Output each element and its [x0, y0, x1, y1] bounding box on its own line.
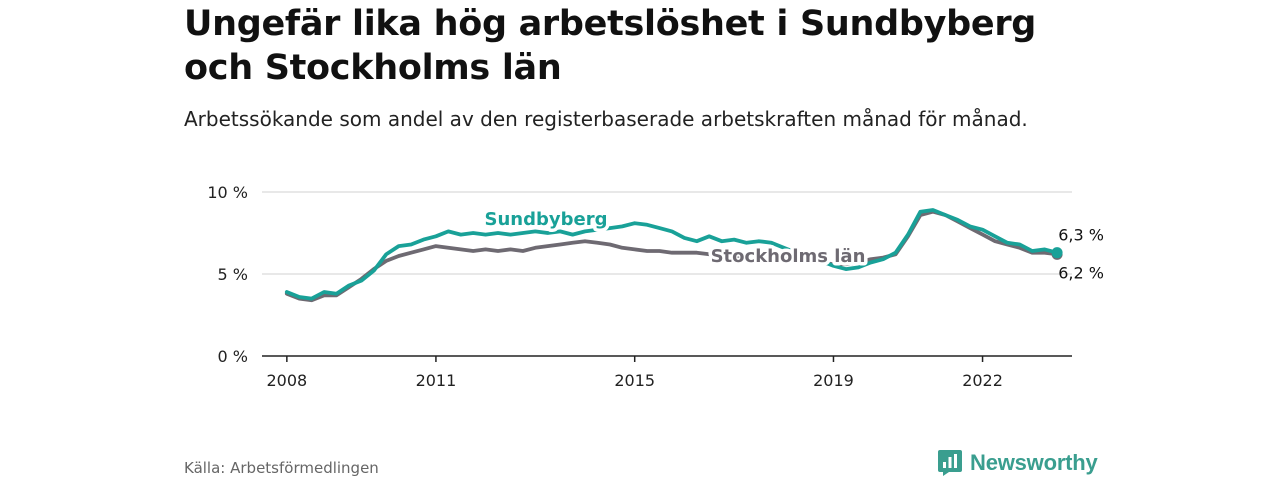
newsworthy-logo: Newsworthy — [937, 449, 1098, 477]
chart-bubble-icon — [938, 450, 962, 476]
source-note: Källa: Arbetsförmedlingen — [184, 459, 379, 477]
x-tick-label: 2019 — [813, 371, 854, 390]
y-tick-labels: 0 % 5 % 10 % — [207, 183, 248, 366]
end-value-label-sundbyberg: 6,3 % — [1058, 226, 1104, 245]
y-tick-label: 0 % — [218, 347, 248, 366]
logo-text: Newsworthy — [970, 450, 1098, 475]
series-label-stockholms-lan-halo: Stockholms län — [711, 246, 866, 267]
series-label-sundbyberg-halo: Sundbyberg — [485, 209, 608, 230]
x-tick-label: 2022 — [962, 371, 1003, 390]
x-tick-label: 2008 — [266, 371, 307, 390]
x-tick-label: 2015 — [614, 371, 655, 390]
series-end-point — [1051, 247, 1063, 259]
chart-subtitle: Arbetssökande som andel av den registerb… — [184, 107, 1028, 131]
gridlines — [262, 191, 1072, 275]
series-line-sundbyberg — [284, 208, 1059, 301]
series-label-stockholms-lan: Stockholms län — [711, 246, 866, 267]
y-tick-label: 5 % — [218, 265, 248, 284]
chart-title: Ungefär lika hög arbetslöshet i Sundbybe… — [184, 4, 1037, 88]
end-value-label-stockholms-lan: 6,2 % — [1058, 263, 1104, 282]
x-axis: 2008 2011 2015 2019 2022 — [262, 355, 1072, 390]
y-tick-label: 10 % — [207, 183, 248, 202]
series-label-sundbyberg: Sundbyberg — [485, 209, 608, 230]
series-line-stockholms-lan — [284, 209, 1059, 303]
x-tick-label: 2011 — [416, 371, 457, 390]
series-lines — [284, 208, 1063, 303]
